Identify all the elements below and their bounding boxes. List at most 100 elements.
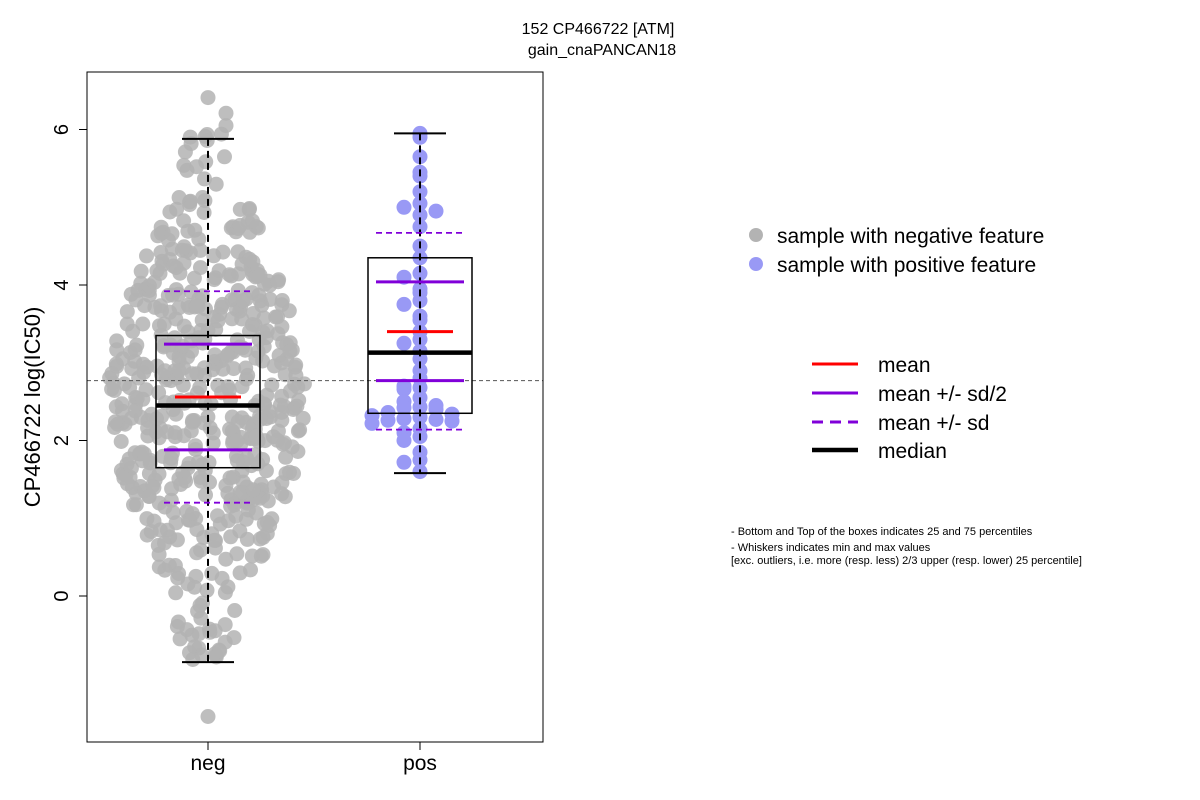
neg-point xyxy=(281,303,297,319)
pos-point xyxy=(412,149,428,165)
neg-point xyxy=(274,412,290,428)
neg-point xyxy=(214,296,230,312)
neg-point xyxy=(200,322,216,338)
chart-subtitle: gain_cnaPANCAN18 xyxy=(528,42,676,59)
neg-point xyxy=(176,213,192,229)
neg-point xyxy=(226,630,242,646)
neg-point xyxy=(192,242,208,258)
neg-point xyxy=(119,304,135,320)
neg-point xyxy=(135,391,151,407)
neg-point xyxy=(179,162,195,178)
note-line-3: [exc. outliers, i.e. more (resp. less) 2… xyxy=(731,555,1082,567)
pos-point xyxy=(412,207,428,223)
neg-point xyxy=(164,445,180,461)
neg-point xyxy=(252,267,268,283)
pos-point xyxy=(396,335,412,351)
neg-point xyxy=(258,463,274,479)
pos-point xyxy=(412,195,428,211)
neg-point xyxy=(167,425,183,441)
neg-point xyxy=(146,274,162,290)
legend: sample with negative feature sample with… xyxy=(749,225,1044,463)
neg-point xyxy=(198,487,213,503)
neg-point xyxy=(243,562,258,578)
neg-point xyxy=(243,458,259,474)
neg-point xyxy=(220,579,236,595)
neg-point xyxy=(255,324,271,340)
neg-point xyxy=(165,287,180,303)
neg-box xyxy=(155,334,261,469)
pos-point xyxy=(396,296,412,312)
neg-point xyxy=(269,432,285,448)
neg-point xyxy=(168,311,184,327)
neg-point xyxy=(187,222,203,238)
neg-point xyxy=(163,492,179,508)
chart-title: 152 CP466722 [ATM] xyxy=(522,21,675,38)
neg-point xyxy=(113,434,129,449)
neg-point xyxy=(206,248,222,264)
neg-point xyxy=(248,350,264,366)
box-overlays xyxy=(87,132,543,664)
neg-point xyxy=(104,381,120,397)
neg-point xyxy=(282,343,298,359)
legend-neg-label: sample with negative feature xyxy=(777,225,1044,248)
neg-point xyxy=(108,414,123,430)
pos-point xyxy=(396,381,412,397)
pos-point xyxy=(428,412,444,427)
neg-point xyxy=(197,463,213,478)
neg-point xyxy=(136,446,152,462)
neg-point xyxy=(239,531,255,547)
y-axis-label: CP466722 log(IC50) xyxy=(20,307,45,508)
pos-point xyxy=(412,265,428,281)
neg-point xyxy=(165,505,181,520)
pos-point xyxy=(380,412,396,428)
pos-point xyxy=(412,293,428,309)
neg-point xyxy=(235,293,251,309)
neg-point xyxy=(266,358,282,374)
neg-point xyxy=(290,379,306,395)
legend-halfsd-label: mean +/- sd/2 xyxy=(878,383,1007,406)
neg-point xyxy=(152,318,167,334)
neg-point xyxy=(153,245,169,260)
neg-point xyxy=(274,475,290,491)
pos-point xyxy=(428,203,444,219)
notes: - Bottom and Top of the boxes indicates … xyxy=(731,526,1082,567)
neg-point xyxy=(192,597,208,613)
x-axis: neg pos xyxy=(190,742,437,775)
neg-point xyxy=(127,342,143,358)
note-line-2: - Whiskers indicates min and max values xyxy=(731,542,931,554)
neg-point xyxy=(176,239,192,255)
neg-point xyxy=(109,333,125,349)
data-points xyxy=(102,90,460,724)
neg-point xyxy=(153,298,169,314)
neg-point xyxy=(139,248,154,264)
neg-point xyxy=(191,626,207,642)
neg-point xyxy=(104,366,120,381)
neg-point xyxy=(119,316,135,332)
neg-point xyxy=(225,469,241,485)
neg-point xyxy=(277,367,293,383)
x-tick-label-pos: pos xyxy=(403,752,437,775)
neg-point xyxy=(165,258,181,274)
neg-point xyxy=(199,582,215,598)
neg-point xyxy=(189,298,205,314)
neg-point xyxy=(229,433,245,449)
y-tick-label: 0 xyxy=(51,590,73,601)
pos-point xyxy=(412,184,428,200)
neg-point xyxy=(244,213,260,229)
legend-pos-marker xyxy=(749,257,763,271)
pos-point xyxy=(396,400,412,416)
neg-point xyxy=(228,508,244,524)
neg-point xyxy=(202,624,218,640)
neg-point xyxy=(290,444,306,459)
neg-point xyxy=(252,531,268,547)
legend-pos-label: sample with positive feature xyxy=(777,254,1036,277)
neg-point xyxy=(270,326,286,342)
neg-point xyxy=(218,105,234,121)
neg-point xyxy=(182,129,198,145)
neg-point xyxy=(223,529,239,545)
neg-point xyxy=(169,201,185,217)
neg-point xyxy=(220,348,236,364)
neg-point xyxy=(222,421,238,437)
neg-point xyxy=(156,339,172,355)
